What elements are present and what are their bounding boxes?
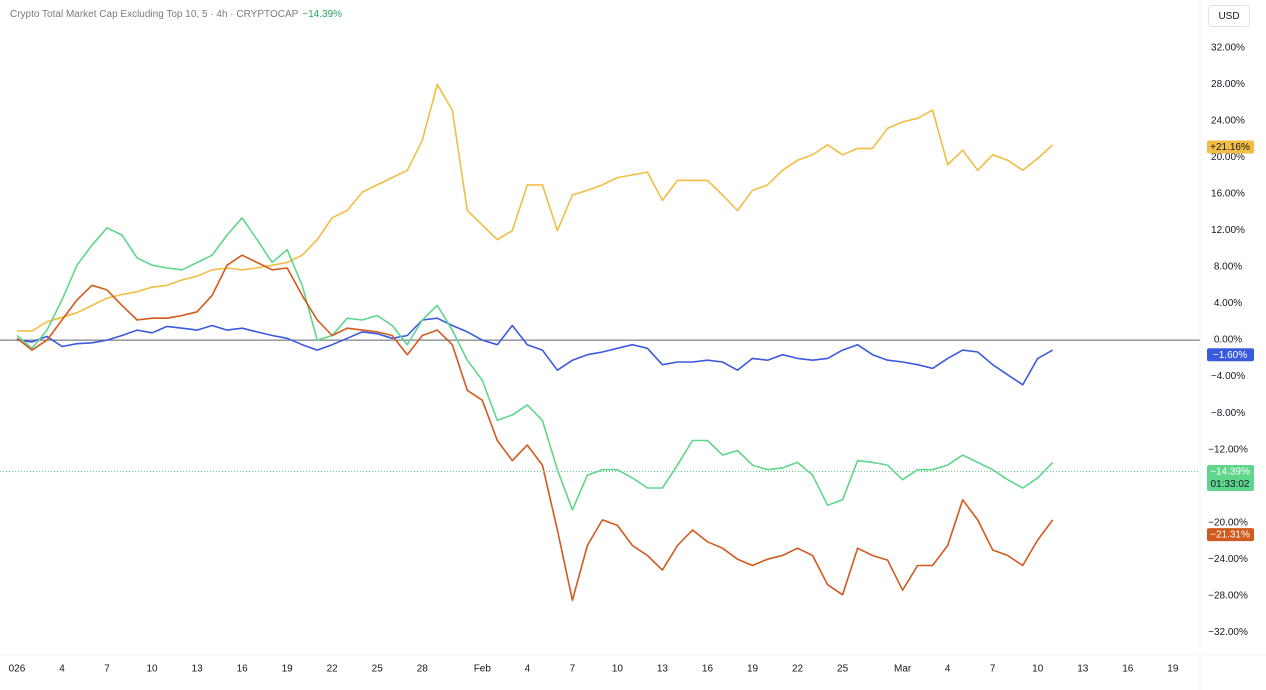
x-tick-label: 13 <box>192 664 204 675</box>
x-tick-label: 19 <box>282 664 294 675</box>
y-tick-label: 16.00% <box>1211 189 1245 200</box>
last-value-label: −21.31% <box>1210 530 1250 541</box>
y-tick-label: 24.00% <box>1211 116 1245 127</box>
series-line <box>16 254 1054 601</box>
currency-button[interactable]: USD <box>1208 5 1250 27</box>
series-line <box>16 217 1054 511</box>
x-tick-label: Mar <box>894 664 912 675</box>
x-tick-label: 10 <box>147 664 159 675</box>
y-tick-label: 12.00% <box>1211 225 1245 236</box>
y-tick-label: 20.00% <box>1211 152 1245 163</box>
x-tick-label: 7 <box>104 664 110 675</box>
x-tick-label: 25 <box>372 664 384 675</box>
chart-header: Crypto Total Market Cap Excluding Top 10… <box>10 9 342 20</box>
x-tick-label: 22 <box>792 664 804 675</box>
y-tick-label: 8.00% <box>1214 262 1242 273</box>
y-tick-label: −12.00% <box>1208 444 1248 455</box>
x-tick-label: 7 <box>990 664 996 675</box>
x-tick-label: 13 <box>1077 664 1089 675</box>
last-value-box <box>1207 528 1254 542</box>
x-tick-label: Feb <box>474 664 492 675</box>
x-tick-label: 28 <box>417 664 429 675</box>
countdown-label: 01:33:02 <box>1211 479 1250 490</box>
title-change: −14.39% <box>302 9 343 20</box>
last-value-label: −1.60% <box>1213 350 1247 361</box>
series-line <box>16 317 1054 386</box>
y-tick-label: −32.00% <box>1208 627 1248 638</box>
x-tick-label: 026 <box>9 664 26 675</box>
chart-title: Crypto Total Market Cap Excluding Top 10… <box>10 9 299 20</box>
x-tick-label: 10 <box>1032 664 1044 675</box>
last-value-box <box>1207 464 1254 491</box>
y-tick-label: 0.00% <box>1214 335 1242 346</box>
x-tick-label: 13 <box>657 664 669 675</box>
x-tick-label: 22 <box>327 664 339 675</box>
last-value-box <box>1207 140 1254 154</box>
x-tick-label: 19 <box>747 664 759 675</box>
y-tick-label: −20.00% <box>1208 517 1248 528</box>
y-tick-label: −24.00% <box>1208 554 1248 565</box>
y-tick-label: 4.00% <box>1214 298 1242 309</box>
y-tick-label: −8.00% <box>1211 408 1245 419</box>
x-tick-label: 4 <box>945 664 951 675</box>
y-tick-label: 32.00% <box>1211 43 1245 54</box>
x-tick-label: 7 <box>570 664 576 675</box>
y-tick-label: 28.00% <box>1211 79 1245 90</box>
x-tick-label: 16 <box>237 664 249 675</box>
x-tick-label: 10 <box>612 664 624 675</box>
series-line <box>17 83 1054 332</box>
y-tick-label: −28.00% <box>1208 590 1248 601</box>
last-value-label: +21.16% <box>1210 142 1250 153</box>
x-tick-label: 4 <box>59 664 65 675</box>
last-value-label: −14.39% <box>1210 467 1250 478</box>
x-tick-label: 4 <box>525 664 531 675</box>
last-value-box <box>1207 348 1254 362</box>
x-tick-label: 25 <box>837 664 849 675</box>
y-tick-label: −4.00% <box>1211 371 1245 382</box>
x-tick-label: 16 <box>702 664 714 675</box>
x-tick-label: 19 <box>1167 664 1179 675</box>
x-tick-label: 16 <box>1122 664 1134 675</box>
